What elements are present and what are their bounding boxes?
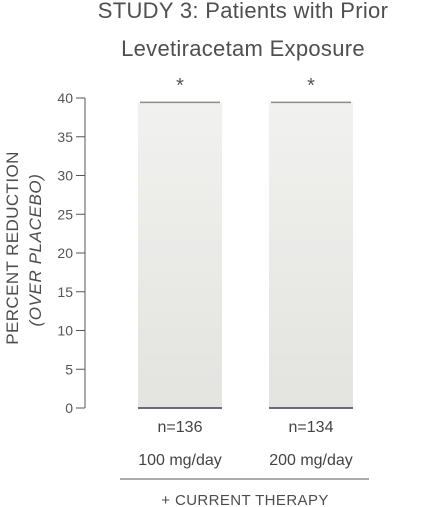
- y-tick-label: 15: [57, 284, 73, 300]
- y-axis-label: PERCENT REDUCTION: [3, 151, 22, 345]
- bar-1: [138, 101, 222, 408]
- chart-title-line-2: Levetiracetam Exposure: [121, 36, 365, 61]
- bar-2: [269, 101, 353, 408]
- category-n-label: n=136: [158, 419, 203, 436]
- y-tick-label: 30: [57, 168, 73, 184]
- y-tick-label: 0: [65, 400, 73, 416]
- bars: * *: [138, 75, 353, 409]
- significance-asterisk: *: [307, 75, 315, 97]
- category-n-label: n=134: [289, 419, 334, 436]
- y-tick-label: 20: [57, 245, 73, 261]
- significance-asterisk: *: [176, 75, 184, 97]
- y-tick-label: 35: [57, 129, 73, 145]
- y-tick-label: 5: [65, 361, 73, 377]
- y-tick-label: 40: [57, 90, 73, 106]
- y-tick-label: 10: [57, 323, 73, 339]
- y-axis-ticks: 0 5 10 15 20 25 30 35 40: [57, 90, 85, 416]
- group-label: + CURRENT THERAPY: [161, 492, 329, 507]
- category-labels: n=136 100 mg/day n=134 200 mg/day: [138, 419, 353, 469]
- category-dose-label: 100 mg/day: [138, 452, 222, 469]
- y-axis-label-sub: (OVER PLACEBO): [26, 174, 45, 327]
- y-tick-label: 25: [57, 206, 73, 222]
- chart-title-line-1: STUDY 3: Patients with Prior: [98, 0, 388, 23]
- category-dose-label: 200 mg/day: [269, 452, 353, 469]
